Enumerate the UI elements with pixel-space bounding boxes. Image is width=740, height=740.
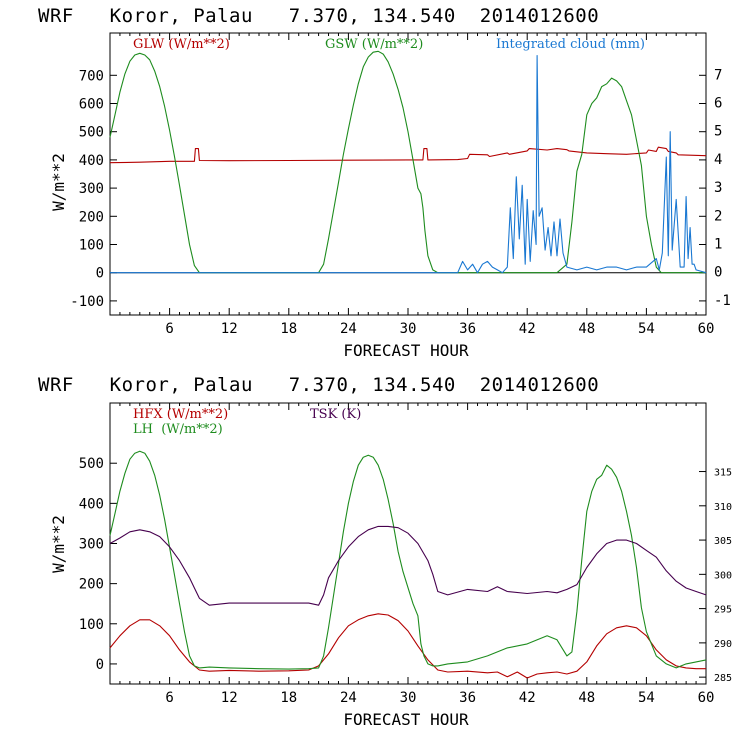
y-tick-label: 500 — [79, 456, 104, 472]
y-tick-label: 0 — [96, 657, 104, 673]
y2-tick-label: 295 — [714, 605, 732, 616]
panel-2: WRF Koror, Palau 7.370, 134.540 20140126… — [38, 374, 732, 729]
y2-tick-label: 5 — [714, 124, 722, 140]
x-tick-label: 60 — [698, 690, 715, 706]
x-tick-label: 54 — [638, 690, 655, 706]
legend-integrated-cloud: Integrated cloud (mm) — [496, 37, 645, 52]
series-line-gsw — [109, 50, 706, 274]
x-tick-label: 48 — [578, 690, 595, 706]
series-line-lh — [109, 450, 707, 670]
y2-tick-label: 4 — [714, 152, 722, 168]
x-tick-label: 12 — [221, 690, 238, 706]
x-tick-label: 60 — [698, 321, 715, 337]
y-tick-label: 0 — [96, 266, 104, 282]
y-tick-label: 400 — [79, 153, 104, 169]
x-tick-label: 42 — [519, 321, 536, 337]
x-tick-label: 54 — [638, 321, 655, 337]
y-tick-label: 200 — [79, 577, 104, 593]
panel-1-series — [109, 50, 707, 274]
y2-tick-label: 1 — [714, 237, 722, 253]
y-tick-label: 700 — [79, 68, 104, 84]
y-tick-label: 300 — [79, 181, 104, 197]
series-line-tsk — [109, 525, 707, 606]
x-tick-label: 6 — [165, 690, 173, 706]
y-tick-label: -100 — [70, 294, 104, 310]
panel-2-x-axis-label: FORECAST HOUR — [343, 710, 469, 729]
x-tick-label: 18 — [280, 321, 297, 337]
y-tick-label: 500 — [79, 125, 104, 141]
y2-tick-label: 290 — [714, 639, 732, 650]
series-line-cloud — [110, 55, 707, 274]
x-tick-label: 24 — [340, 321, 357, 337]
x-tick-label: 36 — [459, 321, 476, 337]
panel-2-plot-frame — [109, 402, 707, 685]
legend-lh: LH (W/m**2) — [133, 422, 223, 437]
panel-1-ticks: 6 12 18 24 30 36 42 48 54 60-10001002003004005006… — [70, 33, 731, 337]
x-tick-label: 6 — [165, 321, 173, 337]
y2-tick-label: 6 — [714, 96, 722, 112]
x-tick-label: 18 — [280, 690, 297, 706]
series-line-hfx — [109, 613, 706, 679]
panel-1: WRF Koror, Palau 7.370, 134.540 20140126… — [38, 5, 731, 360]
y2-tick-label: 3 — [714, 180, 722, 196]
panel-2-series — [109, 450, 707, 679]
y-tick-label: 100 — [79, 238, 104, 254]
legend-tsk: TSK (K) — [310, 407, 361, 422]
y2-tick-label: -1 — [714, 293, 731, 309]
y-tick-label: 300 — [79, 537, 104, 553]
y2-tick-label: 2 — [714, 208, 722, 224]
y2-tick-label: 315 — [714, 468, 732, 479]
panel-2-title: WRF Koror, Palau 7.370, 134.540 20140126… — [38, 374, 599, 396]
y2-tick-label: 0 — [714, 265, 722, 281]
panel-1-title: WRF Koror, Palau 7.370, 134.540 20140126… — [38, 5, 599, 27]
y-tick-label: 100 — [79, 617, 104, 633]
y2-tick-label: 300 — [714, 570, 732, 581]
panel-1-x-axis-label: FORECAST HOUR — [343, 341, 469, 360]
x-tick-label: 30 — [400, 321, 417, 337]
x-tick-label: 24 — [340, 690, 357, 706]
legend-gsw: GSW (W/m**2) — [325, 37, 423, 52]
panel-2-ticks: 6 12 18 24 30 36 42 48 54 60 0 100 200 300 400 500 285 29… — [79, 403, 732, 706]
y-tick-label: 200 — [79, 209, 104, 225]
y2-tick-label: 7 — [714, 67, 722, 83]
y2-tick-label: 305 — [714, 536, 732, 547]
x-tick-label: 12 — [221, 321, 238, 337]
panel-2-y-axis-label: W/m**2 — [49, 515, 68, 573]
series-line-glw — [109, 146, 707, 164]
legend-glw: GLW (W/m**2) — [133, 37, 230, 52]
legend-hfx: HFX (W/m**2) — [133, 407, 228, 422]
y-tick-label: 600 — [79, 97, 104, 113]
y2-tick-label: 310 — [714, 502, 732, 513]
y2-tick-label: 285 — [714, 673, 732, 684]
y-tick-label: 400 — [79, 496, 104, 512]
x-tick-label: 36 — [459, 690, 476, 706]
x-tick-label: 30 — [400, 690, 417, 706]
x-tick-label: 42 — [519, 690, 536, 706]
panel-1-y-axis-label: W/m**2 — [49, 153, 68, 211]
x-tick-label: 48 — [578, 321, 595, 337]
